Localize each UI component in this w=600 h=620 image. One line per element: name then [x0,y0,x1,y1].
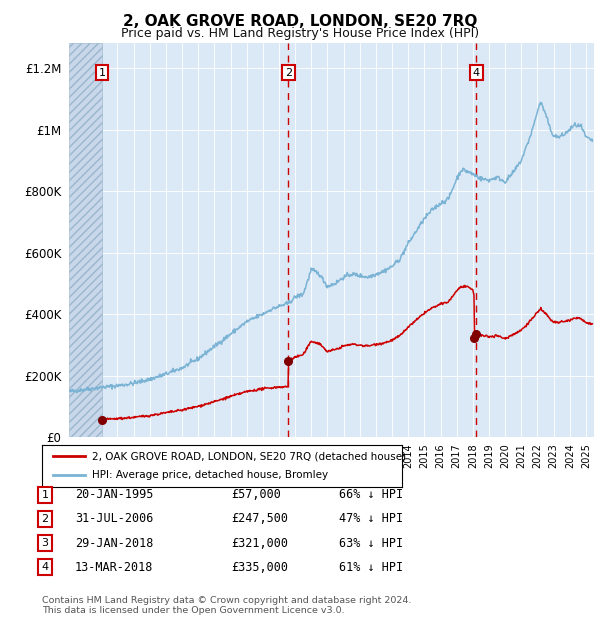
Text: 2, OAK GROVE ROAD, LONDON, SE20 7RQ: 2, OAK GROVE ROAD, LONDON, SE20 7RQ [123,14,477,29]
Text: 1: 1 [98,68,106,78]
Text: 61% ↓ HPI: 61% ↓ HPI [339,561,403,574]
Text: 63% ↓ HPI: 63% ↓ HPI [339,537,403,549]
Text: 2, OAK GROVE ROAD, LONDON, SE20 7RQ (detached house): 2, OAK GROVE ROAD, LONDON, SE20 7RQ (det… [92,451,407,461]
Bar [69,43,102,437]
Text: 47% ↓ HPI: 47% ↓ HPI [339,513,403,525]
Text: 2: 2 [285,68,292,78]
Text: 4: 4 [473,68,480,78]
Text: £335,000: £335,000 [231,561,288,574]
Text: 29-JAN-2018: 29-JAN-2018 [75,537,154,549]
Text: 3: 3 [41,538,49,548]
Text: HPI: Average price, detached house, Bromley: HPI: Average price, detached house, Brom… [92,470,329,480]
Text: Contains HM Land Registry data © Crown copyright and database right 2024.
This d: Contains HM Land Registry data © Crown c… [42,596,412,615]
Text: 66% ↓ HPI: 66% ↓ HPI [339,489,403,501]
Text: 31-JUL-2006: 31-JUL-2006 [75,513,154,525]
Text: 20-JAN-1995: 20-JAN-1995 [75,489,154,501]
Text: 1: 1 [41,490,49,500]
Text: £247,500: £247,500 [231,513,288,525]
Text: 2: 2 [41,514,49,524]
Text: £57,000: £57,000 [231,489,281,501]
Text: 4: 4 [41,562,49,572]
Text: Price paid vs. HM Land Registry's House Price Index (HPI): Price paid vs. HM Land Registry's House … [121,27,479,40]
Text: £321,000: £321,000 [231,537,288,549]
Text: 13-MAR-2018: 13-MAR-2018 [75,561,154,574]
